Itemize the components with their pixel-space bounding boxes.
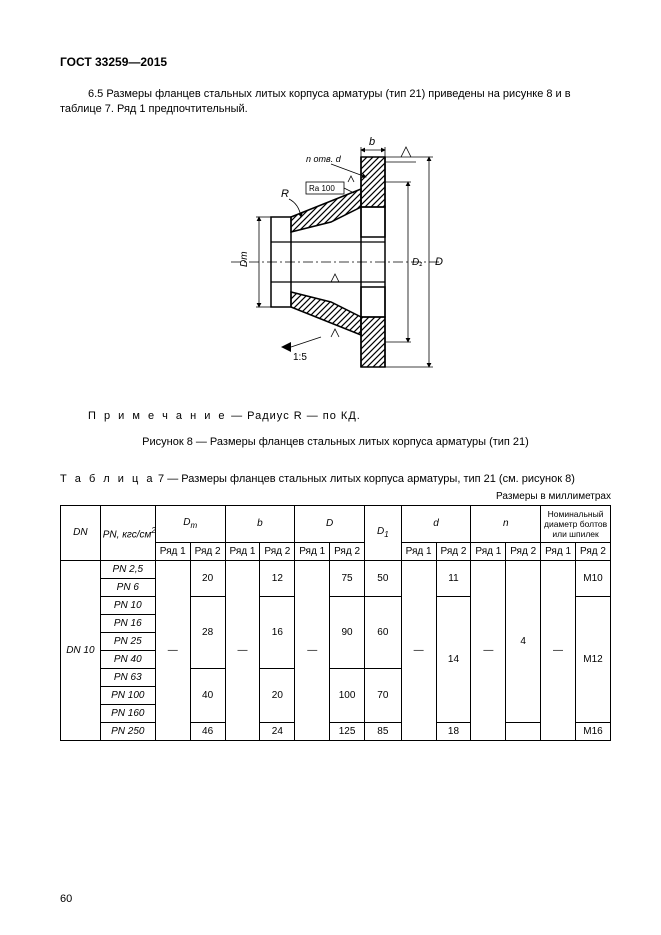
cell-pn: PN 16 [100,614,155,632]
cell-bolt-r2: M16 [575,722,610,740]
cell-dm-r2: 40 [190,668,225,722]
cell-pn: PN 10 [100,596,155,614]
standard-header: ГОСТ 33259—2015 [60,55,611,69]
svg-text:n отв. d: n отв. d [306,154,342,164]
cell-pn: PN 250 [100,722,155,740]
th-n-r1: Ряд 1 [471,542,506,560]
svg-text:R: R [281,188,289,200]
th-D: D [295,505,365,542]
th-b-r1: Ряд 1 [225,542,260,560]
svg-text:Ra 100: Ra 100 [309,184,335,193]
th-pn: PN, кгс/см2 [100,505,155,560]
cell-D-r1: — [295,560,330,740]
table-row: PN 250 46 24 125 85 18 M16 [61,722,611,740]
cell-n-r2: 4 [506,560,541,722]
table-row: DN 10 PN 2,5 — 20 — 12 — 75 50 — 11 — 4 … [61,560,611,578]
figure-8-diagram: b Ra 100 R 1:5 D [211,127,461,387]
svg-text:b: b [369,136,375,148]
th-n: n [471,505,541,542]
th-b-r2: Ряд 2 [260,542,295,560]
svg-text:D: D [435,256,443,268]
cell-dm-r2: 46 [190,722,225,740]
cell-d-r1: — [401,560,436,740]
figure-8-wrap: b Ra 100 R 1:5 D [60,127,611,390]
cell-D-r2: 90 [330,596,365,668]
paragraph-6-5: 6.5 Размеры фланцев стальных литых корпу… [60,87,611,117]
cell-pn: PN 100 [100,686,155,704]
cell-b-r2: 16 [260,596,295,668]
th-D1: D1 [364,505,401,560]
cell-bolt-r2: M12 [575,596,610,722]
table-caption-prefix: Т а б л и ц а [60,473,155,485]
th-b: b [225,505,295,542]
cell-b-r2: 20 [260,668,295,722]
note: П р и м е ч а н и е — Радиус R — по КД. [60,410,611,422]
th-nom: Номиналь­ный диаметр болтов или шпилек [541,505,611,542]
cell-dm-r2: 20 [190,560,225,596]
th-d-r2: Ряд 2 [436,542,471,560]
svg-text:Dm: Dm [239,251,250,267]
th-nom-r2: Ряд 2 [575,542,610,560]
units-note: Размеры в миллиметрах [60,491,611,502]
cell-pn: PN 2,5 [100,560,155,578]
cell-n-r2 [506,722,541,740]
th-d: d [401,505,471,542]
cell-D-r2: 75 [330,560,365,596]
th-nom-r1: Ряд 1 [541,542,576,560]
cell-d-r2: 11 [436,560,471,596]
cell-b-r1: — [225,560,260,740]
cell-pn: PN 25 [100,632,155,650]
svg-text:D₁: D₁ [412,257,422,268]
cell-D1: 60 [364,596,401,668]
figure-caption: Рисунок 8 — Размеры фланцев стальных лит… [60,436,611,448]
cell-D1: 70 [364,668,401,722]
cell-D1: 50 [364,560,401,596]
table-caption: Т а б л и ц а 7 — Размеры фланцев стальн… [60,473,611,485]
note-text: — Радиус R — по КД. [227,410,361,422]
cell-bolt-r2: M10 [575,560,610,596]
svg-text:1:5: 1:5 [293,352,307,363]
th-n-r2: Ряд 2 [506,542,541,560]
table-7: DN PN, кгс/см2 Dm b D D1 d n Номиналь­ны… [60,505,611,741]
th-D-r2: Ряд 2 [330,542,365,560]
th-d-r1: Ряд 1 [401,542,436,560]
cell-D-r2: 125 [330,722,365,740]
note-label: П р и м е ч а н и е [88,410,227,422]
th-dn: DN [61,505,101,560]
th-dm-r1: Ряд 1 [155,542,190,560]
cell-D-r2: 100 [330,668,365,722]
cell-D1: 85 [364,722,401,740]
th-dm: Dm [155,505,225,542]
page-number: 60 [60,893,72,905]
cell-b-r2: 24 [260,722,295,740]
th-D-r1: Ряд 1 [295,542,330,560]
table-caption-rest: 7 — Размеры фланцев стальных литых корпу… [155,473,575,485]
cell-n-r1: — [471,560,506,740]
table-header-row-1: DN PN, кгс/см2 Dm b D D1 d n Номиналь­ны… [61,505,611,542]
cell-dn10: DN 10 [61,560,101,740]
cell-pn: PN 40 [100,650,155,668]
cell-dm-r2: 28 [190,596,225,668]
cell-b-r2: 12 [260,560,295,596]
cell-d-r2: 18 [436,722,471,740]
cell-bolt-r1: — [541,560,576,740]
cell-d-r2: 14 [436,596,471,722]
cell-pn: PN 63 [100,668,155,686]
cell-pn: PN 160 [100,704,155,722]
cell-dm-r1: — [155,560,190,740]
cell-pn: PN 6 [100,578,155,596]
th-dm-r2: Ряд 2 [190,542,225,560]
page: ГОСТ 33259—2015 6.5 Размеры фланцев стал… [0,0,661,935]
